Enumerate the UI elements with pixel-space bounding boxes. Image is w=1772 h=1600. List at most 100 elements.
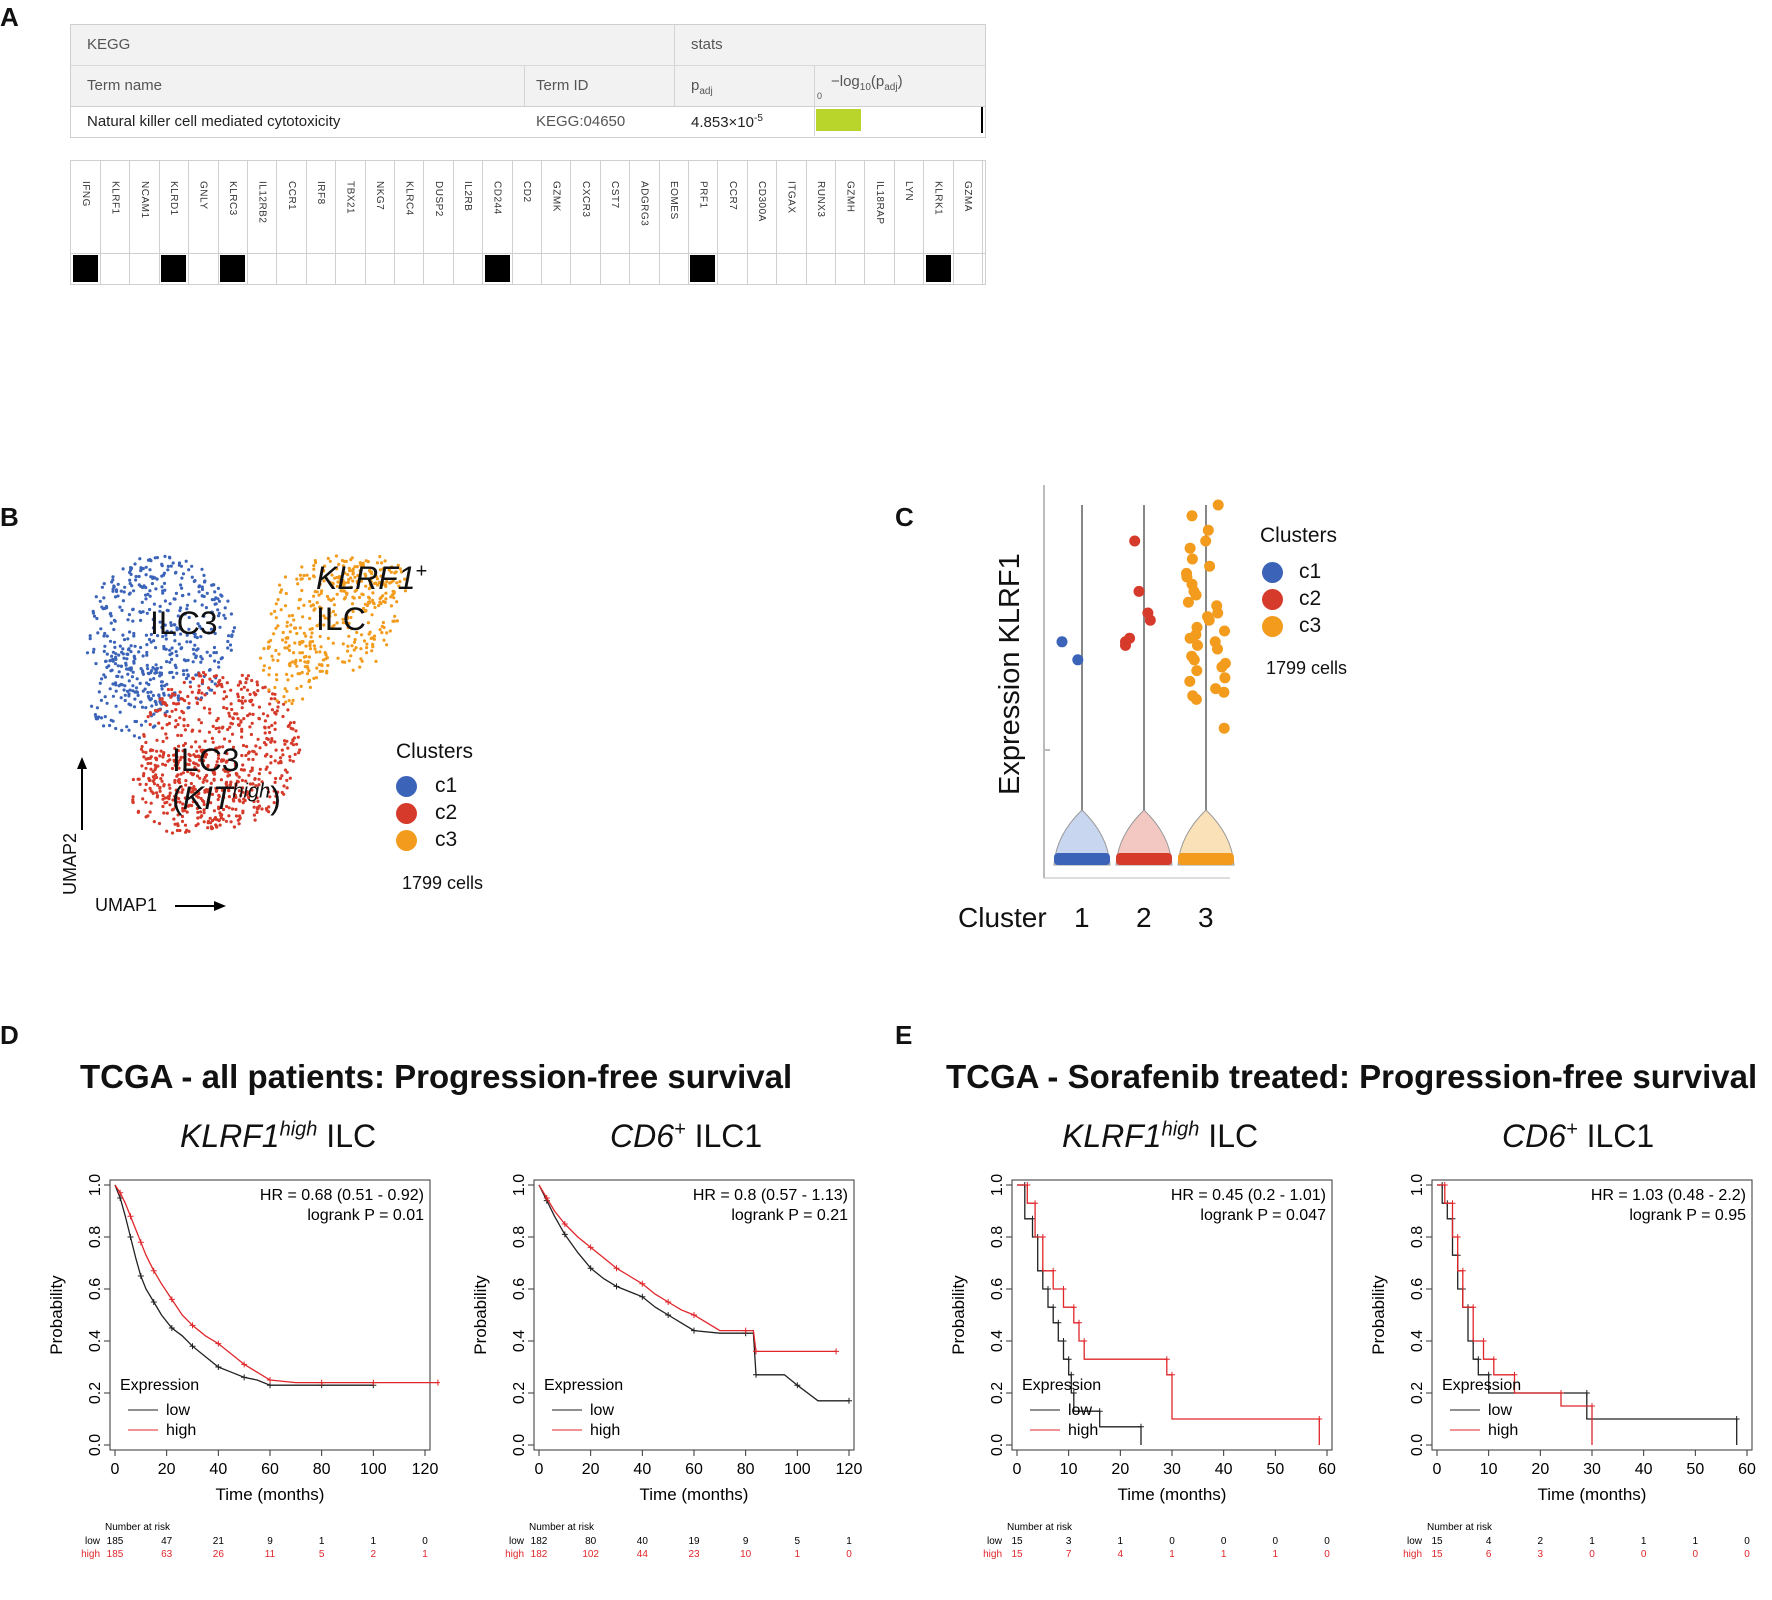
umap-point xyxy=(370,613,374,617)
umap-point xyxy=(395,581,399,585)
km-xtick-label: 60 xyxy=(685,1461,703,1478)
umap-point xyxy=(201,780,205,784)
km-censor-low xyxy=(1050,1304,1057,1311)
umap-point xyxy=(197,590,201,594)
km-legend-low: low xyxy=(1068,1402,1092,1419)
umap-point xyxy=(267,725,271,729)
umap-point xyxy=(174,788,178,792)
umap-point xyxy=(282,784,286,788)
umap-point xyxy=(226,727,230,732)
umap-point xyxy=(123,684,127,688)
umap-point xyxy=(144,750,148,755)
km-censor-low xyxy=(241,1374,248,1381)
umap-point xyxy=(352,648,356,652)
umap-point xyxy=(314,650,318,654)
umap-point xyxy=(145,611,149,615)
umap-point xyxy=(300,588,304,593)
umap-point xyxy=(184,783,188,787)
umap-point xyxy=(214,763,219,767)
umap-point xyxy=(227,814,231,818)
gene-membership-cell xyxy=(749,255,774,282)
umap-point xyxy=(190,690,194,694)
umap-point xyxy=(85,651,90,655)
umap-point xyxy=(350,644,354,648)
umap-point xyxy=(311,639,315,644)
umap-point xyxy=(112,640,117,644)
umap-point xyxy=(183,728,187,732)
km-risk-low-label: low xyxy=(987,1536,1003,1547)
km-censor-high xyxy=(1163,1356,1170,1363)
umap-point xyxy=(129,566,133,570)
umap-point xyxy=(95,706,99,710)
km-censor-high xyxy=(543,1195,550,1201)
umap-point xyxy=(175,774,179,778)
gene-membership-grid: IFNG KLRF1 NCAM1 KLRD1 GNLY KLRC3 IL12RB2 CCR1 I… xyxy=(70,160,986,285)
umap-point xyxy=(336,580,340,584)
umap-point xyxy=(245,790,249,794)
umap-point xyxy=(295,631,299,636)
umap-point xyxy=(281,753,285,757)
km-ytick-label: 0.4 xyxy=(989,1330,1006,1352)
umap-point xyxy=(269,697,273,701)
umap-point xyxy=(161,589,165,593)
umap-point xyxy=(312,594,316,598)
umap-point xyxy=(200,657,204,661)
umap-point xyxy=(310,631,314,635)
umap-point xyxy=(172,753,176,757)
umap-point xyxy=(313,559,317,563)
umap-point xyxy=(179,647,183,651)
violin-point-c3 xyxy=(1210,683,1222,695)
umap-point xyxy=(375,561,380,565)
gene-column-tbx21: TBX21 xyxy=(336,161,366,284)
umap-point xyxy=(131,607,135,611)
umap-point xyxy=(336,656,340,660)
gene-membership-cell xyxy=(102,255,127,282)
umap-point xyxy=(349,558,353,562)
umap-point xyxy=(148,568,152,572)
umap-point xyxy=(185,810,189,814)
umap1-label: UMAP1 xyxy=(95,895,158,915)
umap-point xyxy=(230,807,235,811)
umap-point xyxy=(387,568,391,572)
km-ytick-label: 1.0 xyxy=(87,1174,104,1196)
gene-membership-cell xyxy=(279,255,304,282)
gene-label: IRF8 xyxy=(315,181,327,205)
km-censor-low xyxy=(613,1283,620,1290)
umap-point xyxy=(245,677,249,681)
umap-point xyxy=(193,579,197,583)
gene-label: GZMK xyxy=(550,181,562,212)
umap-point xyxy=(267,810,271,814)
umap-point xyxy=(394,570,398,574)
umap-point xyxy=(252,799,256,804)
umap-point xyxy=(128,688,132,692)
gene-label: CD244 xyxy=(491,181,503,215)
umap-point xyxy=(276,659,280,663)
km-censor-low xyxy=(150,1299,157,1305)
violin-point-c3 xyxy=(1216,661,1228,673)
km-censor-low xyxy=(215,1364,222,1370)
umap-point xyxy=(212,651,216,655)
umap-point xyxy=(296,582,300,586)
violin-point-c3 xyxy=(1200,535,1212,547)
umap-point xyxy=(351,567,355,571)
umap-point xyxy=(181,802,185,806)
panel-letter-a: A xyxy=(0,2,19,32)
umap-point xyxy=(298,626,302,630)
umap-point xyxy=(153,699,157,703)
umap-point xyxy=(196,622,200,626)
gene-membership-cell xyxy=(690,255,716,282)
umap-point xyxy=(303,660,307,664)
violin-point-c3 xyxy=(1203,614,1215,626)
gene-column-prf1: PRF1 xyxy=(688,161,719,284)
umap-point xyxy=(176,822,180,826)
gene-label: ITGAX xyxy=(785,181,797,214)
km-ytick-label: 0.0 xyxy=(1409,1434,1426,1456)
umap-point xyxy=(273,727,277,731)
umap-point xyxy=(125,657,129,661)
km-censor-low xyxy=(168,1325,175,1331)
umap-point xyxy=(221,745,225,749)
umap-point xyxy=(208,748,212,752)
umap-point xyxy=(308,643,312,647)
umap-point xyxy=(187,705,191,710)
